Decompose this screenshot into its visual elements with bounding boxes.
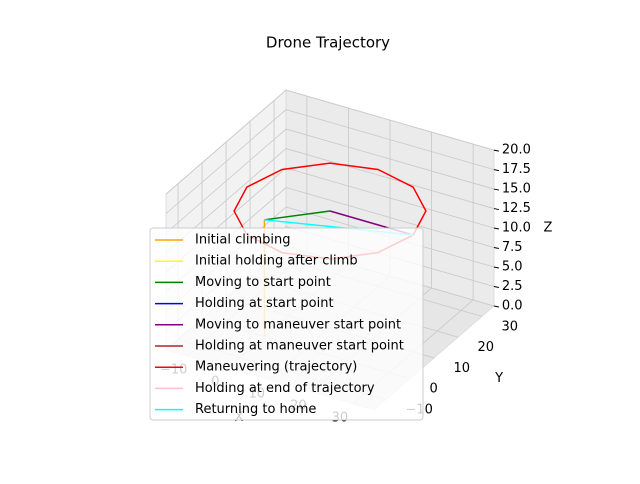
- legend-box: [149, 227, 424, 421]
- grid-line: [285, 109, 495, 170]
- y-tick-label: 10: [454, 361, 471, 376]
- grid-line: [165, 128, 287, 234]
- z-tick-label: 0.0: [502, 298, 523, 313]
- chart-title: Drone Trajectory: [266, 34, 390, 52]
- y-tick-label: 0: [430, 382, 438, 397]
- z-tick: [493, 188, 500, 191]
- legend-label: Initial climbing: [195, 233, 291, 248]
- legend-label: Returning to home: [195, 402, 316, 417]
- z-tick-label: 17.5: [502, 162, 531, 177]
- z-tick: [493, 227, 500, 230]
- trajectory-line: [264, 210, 331, 221]
- grid-line: [165, 109, 287, 214]
- z-tick-label: 10.0: [502, 221, 531, 236]
- grid-line: [285, 128, 495, 190]
- legend-label: Holding at maneuver start point: [195, 339, 404, 354]
- z-tick: [493, 286, 500, 288]
- y-tick-label: 30: [502, 319, 519, 334]
- z-tick: [493, 305, 500, 308]
- z-tick: [493, 208, 500, 211]
- legend-label: Moving to start point: [195, 275, 331, 290]
- z-tick: [493, 169, 500, 172]
- legend-label: Maneuvering (trajectory): [195, 360, 357, 375]
- y-axis-label: Y: [494, 371, 503, 386]
- z-tick-label: 5.0: [502, 260, 523, 275]
- grid-line: [285, 89, 495, 151]
- z-tick-label: 20.0: [502, 143, 531, 158]
- z-tick: [493, 149, 500, 152]
- grid-line: [285, 167, 495, 229]
- z-tick-label: 2.5: [502, 279, 523, 294]
- z-tick-label: 7.5: [502, 240, 523, 255]
- grid-line: [285, 187, 495, 248]
- z-tick-label: 15.0: [502, 182, 531, 197]
- legend-label: Holding at start point: [195, 296, 334, 311]
- legend-label: Holding at end of trajectory: [195, 381, 375, 396]
- legend-label: Initial holding after climb: [195, 254, 358, 269]
- z-tick: [493, 266, 500, 269]
- y-tick-label: 20: [478, 340, 495, 355]
- z-tick-label: 12.5: [502, 201, 531, 216]
- z-axis-label: Z: [543, 221, 552, 236]
- legend-label: Moving to maneuver start point: [195, 317, 401, 332]
- grid-line: [285, 148, 495, 209]
- grid-line: [165, 89, 287, 195]
- legend: Initial climbing Initial holding after cl…: [149, 227, 424, 421]
- z-tick: [493, 247, 500, 250]
